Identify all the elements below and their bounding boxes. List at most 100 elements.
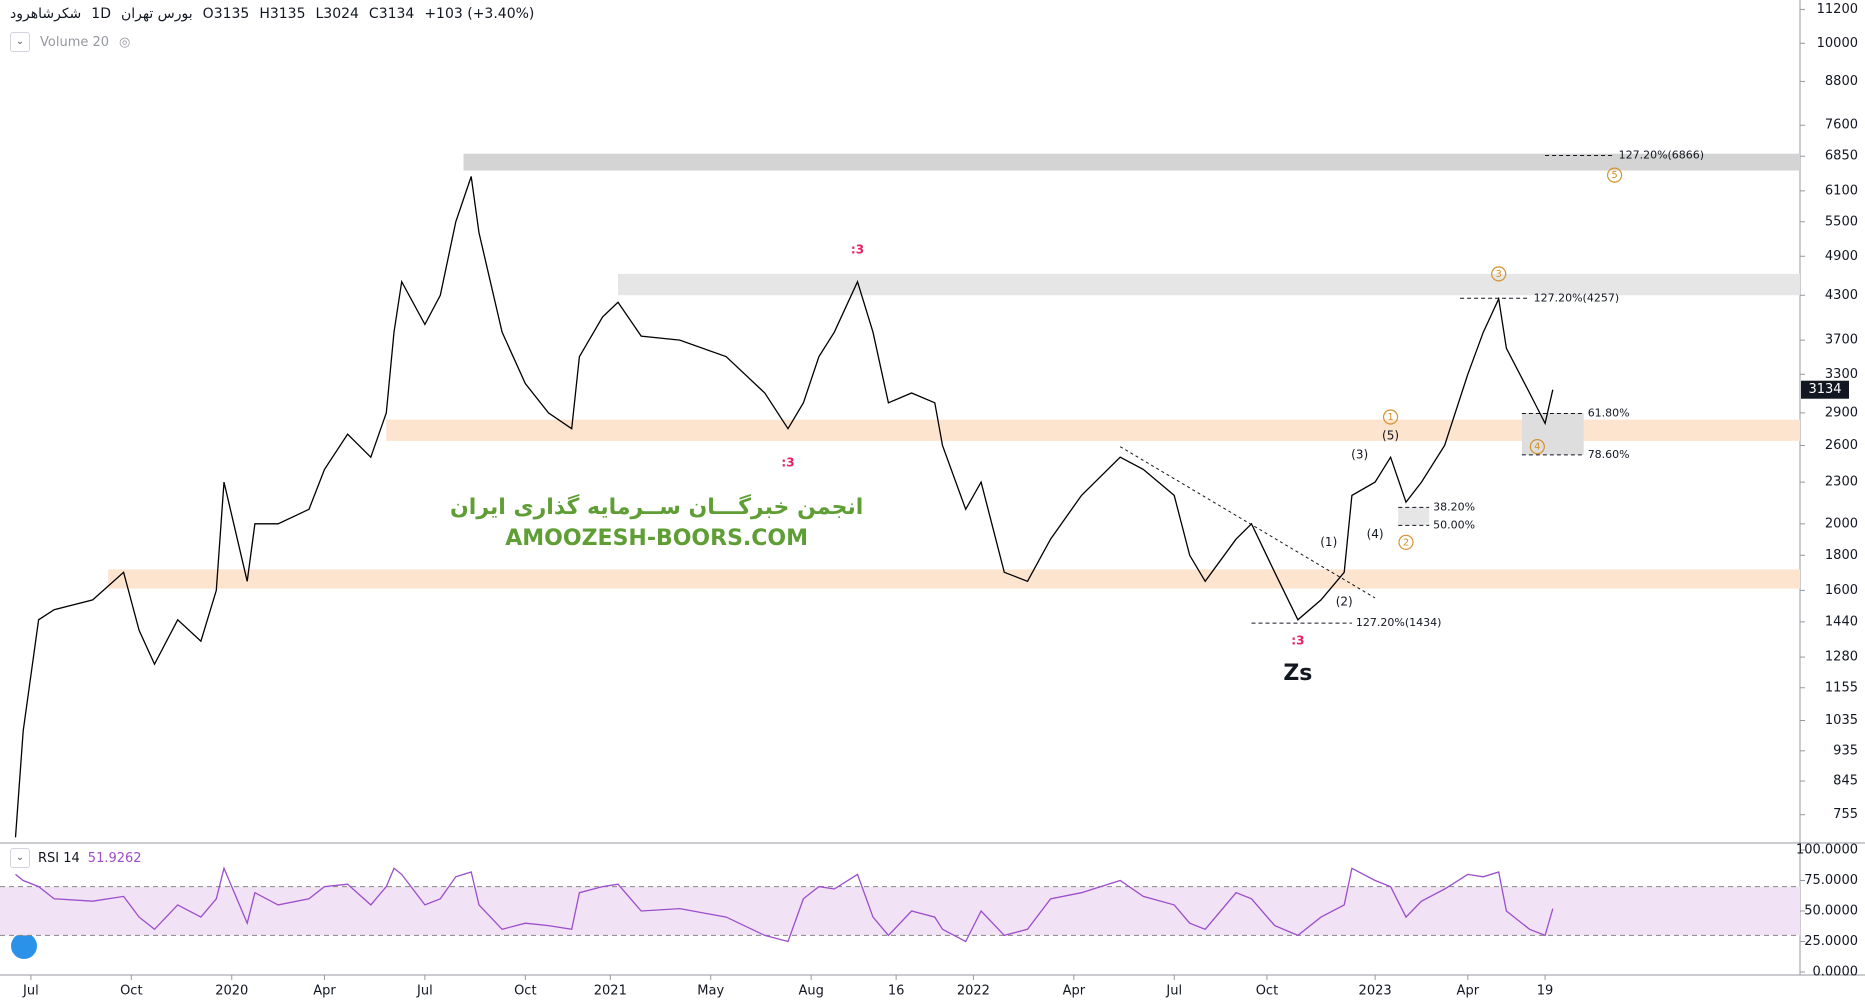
x-tick-label: 2021 (594, 984, 627, 999)
rsi-title[interactable]: RSI 14 (38, 850, 80, 866)
y-tick-label: 4900 (1825, 249, 1858, 264)
y-tick-label: 11200 (1817, 2, 1858, 17)
wave-circle (1398, 534, 1414, 550)
annotation: AMOOZESH-BOORS.COM (505, 526, 808, 551)
y-tick-label: 3700 (1825, 333, 1858, 348)
x-tick-label: Aug (798, 984, 823, 999)
hide-icon[interactable]: ◎ (119, 34, 131, 50)
x-tick-label: Jul (1165, 984, 1182, 999)
rsi-y-tick-label: 50.0000 (1804, 904, 1858, 919)
y-tick-label: 8800 (1825, 74, 1858, 89)
annotation: (5) (1382, 428, 1399, 442)
annotation: (3) (1351, 447, 1368, 461)
rsi-y-tick-label: 100.0000 (1796, 843, 1858, 858)
y-tick-label: 1440 (1825, 614, 1858, 629)
close: C3134 (368, 6, 415, 22)
y-tick-label: 4300 (1825, 288, 1858, 303)
fib-label: 127.20%(4257) (1534, 291, 1620, 304)
legend-header: شکرشاهرود 1D بورس تهران O3135 H3135 L302… (10, 6, 534, 22)
y-tick-label: 1035 (1825, 713, 1858, 728)
volume-label[interactable]: Volume 20 (40, 34, 110, 50)
x-tick-label: 2023 (1359, 984, 1392, 999)
series-line (15, 866, 1554, 943)
change: +103 (+3.40%) (424, 6, 535, 22)
volume-legend: ⌄ Volume 20 ◎ (10, 32, 130, 52)
x-tick-label: 16 (888, 984, 905, 999)
fib-label: 127.20%(6866) (1619, 149, 1705, 162)
x-tick-label: Oct (1256, 984, 1278, 999)
y-tick-label: 935 (1833, 743, 1858, 758)
x-tick-label: Oct (514, 984, 536, 999)
x-tick-label: 19 (1537, 984, 1554, 999)
y-tick-label: 1800 (1825, 548, 1858, 563)
annotation: (4) (1367, 527, 1384, 541)
y-tick-label: 5500 (1825, 214, 1858, 229)
fib-label: 78.60% (1588, 448, 1630, 461)
trendline (1119, 446, 1376, 599)
annotation: :3 (781, 456, 794, 470)
rsi-legend: ⌄ RSI 14 51.9262 (10, 848, 142, 868)
exchange: بورس تهران (120, 6, 193, 22)
symbol[interactable]: شکرشاهرود (10, 6, 82, 22)
wave-circle (1606, 167, 1623, 183)
annotation: :3 (851, 243, 864, 257)
annotation: انجمن خبرگـــان ســرمایه گذاری ایران (450, 493, 863, 520)
fib-label: 38.20% (1433, 500, 1475, 513)
x-tick-label: Oct (120, 984, 142, 999)
rsi-y-tick-label: 25.0000 (1804, 934, 1858, 949)
rsi-band (0, 886, 1800, 936)
series-line (14, 176, 1554, 838)
y-tick-label: 2600 (1825, 438, 1858, 453)
zone (1521, 412, 1584, 455)
x-tick-label: 2020 (215, 984, 248, 999)
annotation: 3 (1496, 269, 1502, 280)
x-tick-label: Apr (1063, 984, 1086, 999)
logo[interactable] (11, 933, 37, 959)
y-tick-label: 2000 (1825, 516, 1858, 531)
x-tick-label: Jul (416, 984, 433, 999)
annotation: (2) (1336, 594, 1353, 608)
y-tick-label: 2900 (1825, 405, 1858, 420)
wave-circle (1491, 266, 1507, 282)
last-price-label: 3134 (1808, 382, 1841, 397)
last-price-tag (1801, 380, 1849, 399)
collapse-button[interactable]: ⌄ (10, 848, 30, 868)
annotation: 4 (1534, 442, 1540, 453)
zone (1398, 507, 1430, 526)
y-tick-label: 6100 (1825, 183, 1858, 198)
zone (618, 273, 1800, 296)
fib-label: 50.00% (1433, 518, 1475, 531)
annotation: :3 (1291, 634, 1304, 648)
rsi-value: 51.9262 (87, 850, 142, 866)
y-tick-label: 1280 (1825, 650, 1858, 665)
rsi-y-tick-label: 0.0000 (1813, 965, 1859, 980)
fib-label: 61.80% (1588, 406, 1630, 419)
rsi-y-tick-label: 75.0000 (1804, 873, 1858, 888)
y-tick-label: 1155 (1825, 680, 1858, 695)
annotation: 1 (1387, 412, 1393, 423)
annotation: 2 (1403, 537, 1409, 548)
wave-circle (1529, 439, 1545, 455)
annotation: 5 (1611, 170, 1617, 181)
x-tick-label: May (697, 984, 724, 999)
zone (463, 153, 1801, 171)
y-tick-label: 10000 (1817, 36, 1858, 51)
x-tick-label: Jul (22, 984, 39, 999)
collapse-button[interactable]: ⌄ (10, 32, 30, 52)
y-tick-label: 2300 (1825, 475, 1858, 490)
x-tick-label: Apr (1457, 984, 1480, 999)
y-tick-label: 7600 (1825, 118, 1858, 133)
y-tick-label: 845 (1833, 774, 1858, 789)
x-tick-label: Apr (313, 984, 336, 999)
fib-label: 127.20%(1434) (1356, 616, 1442, 629)
low: L3024 (315, 6, 359, 22)
y-tick-label: 3300 (1825, 367, 1858, 382)
y-tick-label: 755 (1833, 807, 1858, 822)
wave-circle (1382, 409, 1399, 425)
interval[interactable]: 1D (91, 6, 111, 22)
high: H3135 (259, 6, 306, 22)
open: O3135 (202, 6, 250, 22)
annotation: Zs (1283, 661, 1312, 686)
